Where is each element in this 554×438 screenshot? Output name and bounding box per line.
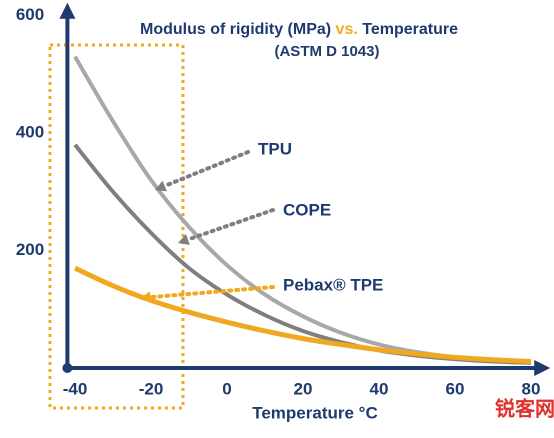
annotation-arrowhead <box>140 291 151 303</box>
x-tick-label: 60 <box>446 379 465 398</box>
x-tick-label: -20 <box>139 379 164 398</box>
y-axis-arrow <box>59 2 76 19</box>
x-tick-label: 40 <box>370 379 389 398</box>
y-tick-label: 600 <box>16 5 44 24</box>
series-label: COPE <box>283 200 331 219</box>
series-label: TPU <box>258 139 292 158</box>
x-axis-label: Temperature °C <box>252 403 378 422</box>
x-tick-label: 80 <box>522 379 541 398</box>
title-part: Temperature <box>362 21 458 38</box>
chart-title: Modulus of rigidity (MPa) vs. Temperatur… <box>140 21 458 38</box>
x-tick-label: 0 <box>222 379 231 398</box>
series-line <box>73 265 532 365</box>
annotation-arrow <box>163 150 250 188</box>
series-line <box>73 143 532 365</box>
annotation-arrowhead <box>178 234 190 245</box>
chart-subtitle: (ASTM D 1043) <box>274 43 379 60</box>
origin-dot <box>62 363 73 373</box>
highlight-box <box>48 43 185 410</box>
x-axis-arrow <box>534 360 551 376</box>
x-tick-label: -40 <box>63 379 88 398</box>
watermark: 锐客网 <box>495 396 554 420</box>
annotation-arrow <box>148 285 275 300</box>
y-tick-label: 200 <box>16 240 44 259</box>
annotation-arrow <box>186 208 275 242</box>
series-label: Pebax® TPE <box>283 275 383 294</box>
annotation-arrowhead <box>155 180 167 192</box>
title-part: Modulus of rigidity (MPa) <box>140 21 331 38</box>
title-part: vs. <box>336 21 358 38</box>
y-tick-label: 400 <box>16 122 44 141</box>
x-tick-label: 20 <box>294 379 313 398</box>
